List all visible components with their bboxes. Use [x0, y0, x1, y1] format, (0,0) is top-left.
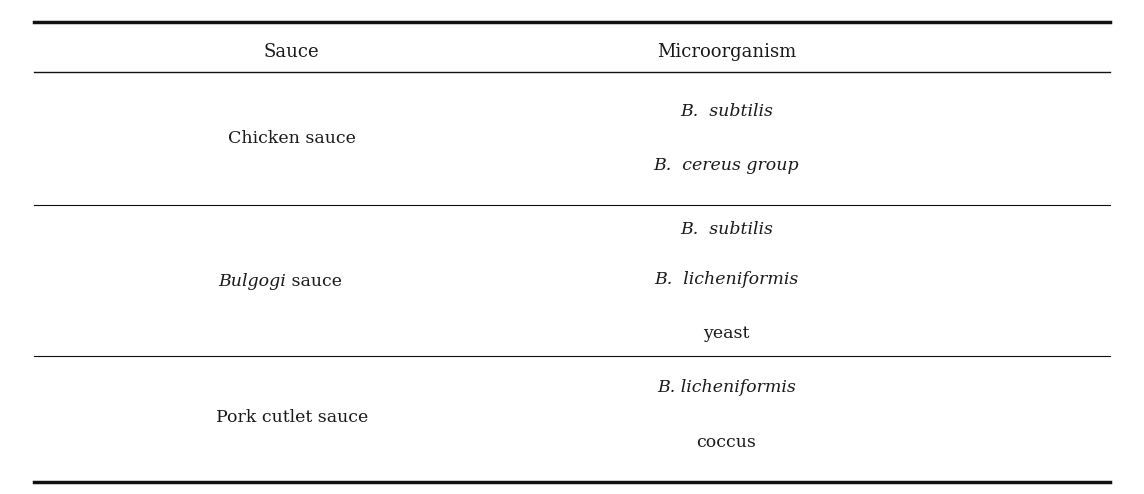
Text: Chicken sauce: Chicken sauce	[228, 130, 356, 147]
Text: coccus: coccus	[697, 434, 756, 451]
Text: sauce: sauce	[286, 273, 342, 290]
Text: yeast: yeast	[704, 325, 749, 342]
Text: B.  licheniformis: B. licheniformis	[654, 271, 799, 288]
Text: B.  cereus group: B. cereus group	[653, 157, 800, 174]
Text: Pork cutlet sauce: Pork cutlet sauce	[215, 409, 368, 426]
Text: B. licheniformis: B. licheniformis	[657, 379, 796, 396]
Text: B.  subtilis: B. subtilis	[680, 103, 773, 120]
Text: B.  subtilis: B. subtilis	[680, 221, 773, 238]
Text: Sauce: Sauce	[264, 43, 319, 61]
Text: Bulgogi: Bulgogi	[219, 273, 286, 290]
Text: Microorganism: Microorganism	[657, 43, 796, 61]
